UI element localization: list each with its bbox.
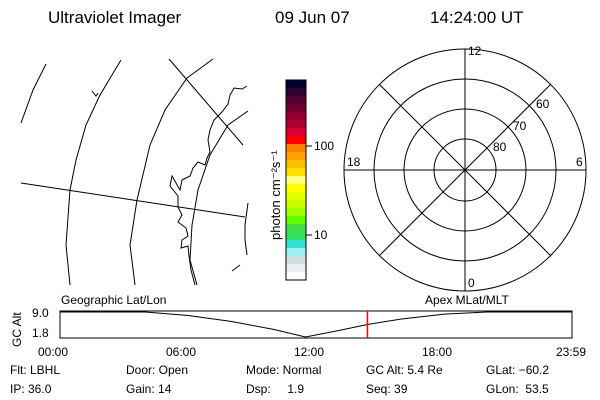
map-grid-arc	[129, 58, 214, 286]
colorbar-band	[286, 184, 306, 193]
map-grid-arc	[65, 59, 122, 286]
map-grid-arc	[189, 110, 249, 286]
status-dsp: Dsp: 1.9	[246, 382, 305, 396]
colorbar-band	[286, 112, 306, 121]
colorbar-band	[286, 208, 306, 217]
coastline	[169, 85, 248, 286]
polar-plot	[343, 48, 587, 292]
map-grid-arc	[244, 202, 249, 256]
colorbar	[285, 79, 307, 281]
colorbar-band	[286, 120, 306, 129]
colorbar-band	[286, 144, 306, 153]
colorbar-band	[286, 192, 306, 201]
geographic-map	[20, 58, 249, 286]
status-ip: IP: 36.0	[10, 382, 52, 396]
lat-label-80: 80	[493, 140, 507, 154]
xtick: 06:00	[166, 345, 197, 359]
colorbar-band	[286, 152, 306, 161]
polar-diagonal	[378, 83, 552, 257]
colorbar-band	[286, 128, 306, 137]
colorbar-band	[286, 216, 306, 225]
geographic-label: Geographic Lat/Lon	[61, 293, 167, 307]
status-glon: GLon: 53.5	[486, 382, 549, 396]
colorbar-band	[286, 168, 306, 177]
date-label: 09 Jun 07	[275, 8, 350, 27]
status-door: Door: Open	[126, 363, 189, 377]
ytick-bottom: 1.8	[32, 326, 49, 340]
colorbar-band	[286, 248, 306, 257]
colorbar-band	[286, 232, 306, 241]
colorbar-band	[286, 256, 306, 265]
status-gain: Gain: 14	[126, 382, 172, 396]
timeline-frame	[59, 310, 573, 339]
colorbar-band	[286, 104, 306, 113]
apex-label: Apex MLat/MLT	[425, 293, 509, 307]
mlt-label-18: 18	[347, 155, 361, 169]
map-grid-line	[231, 264, 241, 272]
colorbar-tick-100: 100	[314, 139, 335, 153]
colorbar-band	[286, 136, 306, 145]
colorbar-frame	[285, 79, 307, 281]
xtick: 00:00	[38, 345, 69, 359]
coastline	[91, 90, 99, 97]
colorbar-band	[286, 160, 306, 169]
colorbar-band	[286, 272, 306, 281]
status-filter: Flt: LBHL	[10, 363, 61, 377]
mlt-label-12: 12	[468, 44, 482, 58]
xtick: 12:00	[294, 345, 325, 359]
colorbar-band	[286, 96, 306, 105]
time-label: 14:24:00 UT	[430, 8, 524, 27]
status-seq: Seq: 39	[366, 382, 408, 396]
xtick: 18:00	[422, 345, 453, 359]
instrument-title: Ultraviolet Imager	[48, 8, 182, 27]
map-grid-arc	[20, 63, 47, 124]
colorbar-tick-10: 10	[314, 228, 328, 242]
lat-label-60: 60	[536, 97, 550, 111]
colorbar-band	[286, 264, 306, 273]
colorbar-band	[286, 240, 306, 249]
status-glat: GLat: −60.2	[486, 363, 550, 377]
colorbar-band	[286, 80, 306, 89]
mlt-label-0: 0	[468, 276, 475, 290]
colorbar-band	[286, 88, 306, 97]
colorbar-band	[286, 224, 306, 233]
colorbar-label: photon cm⁻²s⁻¹	[268, 150, 283, 240]
xtick: 23:59	[556, 345, 587, 359]
status-gc-alt: GC Alt: 5.4 Re	[366, 363, 443, 377]
lat-label-70: 70	[513, 119, 527, 133]
map-grid-line	[168, 58, 244, 146]
timeline-ylabel: GC Alt	[10, 312, 24, 347]
map-grid-line	[20, 182, 246, 218]
colorbar-band	[286, 176, 306, 185]
mlt-label-6: 6	[576, 155, 583, 169]
altitude-timeline	[59, 310, 573, 339]
status-mode: Mode: Normal	[246, 363, 322, 377]
colorbar-band	[286, 200, 306, 209]
altitude-series-line	[60, 311, 572, 338]
ytick-top: 9.0	[32, 306, 49, 320]
